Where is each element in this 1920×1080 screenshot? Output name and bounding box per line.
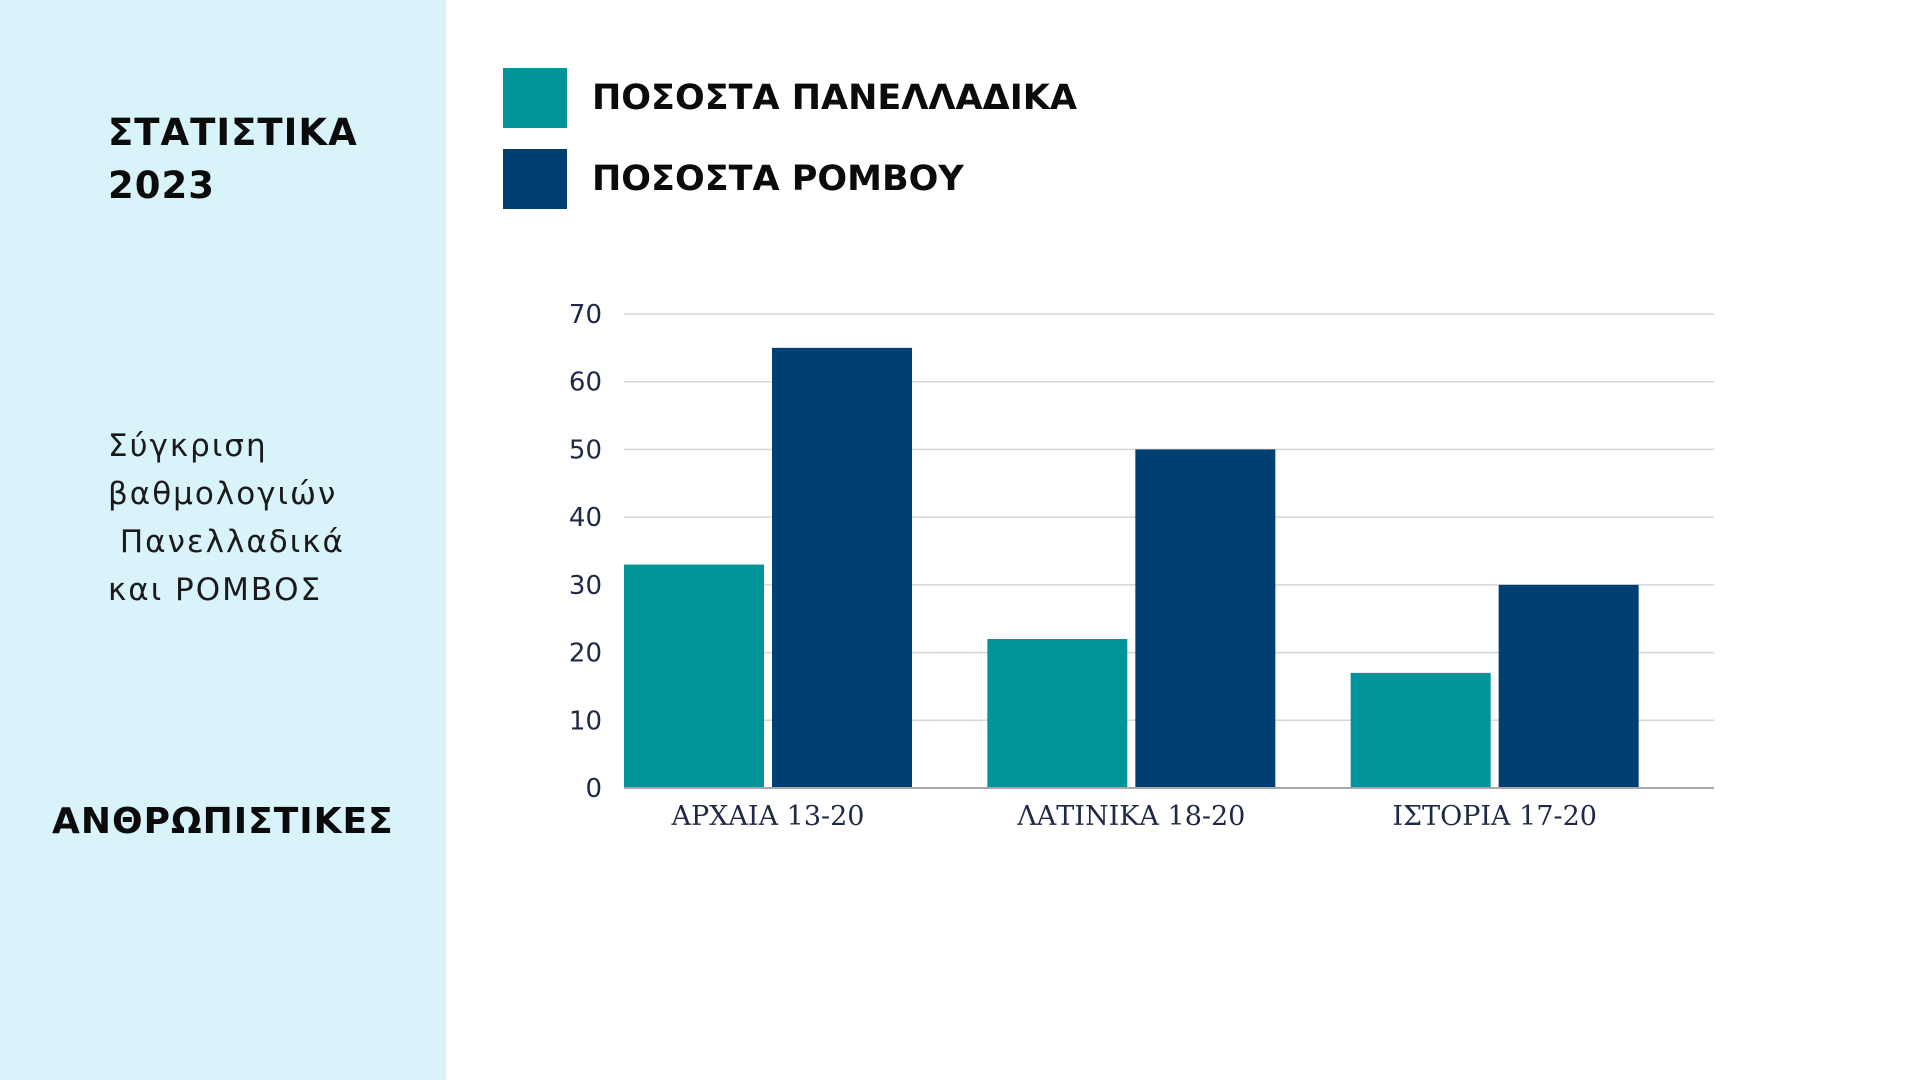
y-tick-label-10: 10 [569,706,602,736]
bar-romvou-0 [772,347,912,788]
bar-panelladika-0 [624,564,764,788]
y-tick-label-0: 0 [585,774,602,804]
bar-panelladika-2 [1350,672,1491,788]
sidebar-desc-line2: βαθμολογιών [108,476,338,512]
sidebar-title: ΣΤΑΤΙΣΤΙΚΑ 2023 [108,106,408,212]
y-tick-label-50: 50 [569,435,602,465]
legend-label-romvou: ΠΟΣΟΣΤΑ ΡΟΜΒΟΥ [592,159,964,199]
legend-item-panelladika: ΠΟΣΟΣΤΑ ΠΑΝΕΛΛΑΔΙΚΑ [503,68,1077,128]
x-category-label-0: ΑΡΧΑΙΑ 13-20 [671,801,865,832]
sidebar-footer-category: ΑΝΘΡΩΠΙΣΤΙΚΕΣ [52,801,394,842]
y-tick-label-20: 20 [569,639,602,669]
chart-labels: 0 10 20 30 40 50 60 70 ΑΡΧΑΙΑ 13-20 ΛΑΤΙΝΙΚΑ 18-2… [569,300,1597,832]
sidebar-desc-line3: Πανελλαδικά [108,524,345,560]
y-tick-label-60: 60 [569,368,602,398]
legend-item-romvou: ΠΟΣΟΣΤΑ ΡΟΜΒΟΥ [503,149,964,209]
y-tick-label-30: 30 [569,571,602,601]
x-category-label-2: ΙΣΤΟΡΙΑ 17-20 [1392,801,1597,832]
bar-romvou-2 [1498,584,1639,788]
y-tick-label-40: 40 [569,503,602,533]
x-category-label-1: ΛΑΤΙΝΙΚΑ 18-20 [1016,801,1245,832]
chart-bars [624,347,1639,788]
legend-swatch-romvou [503,149,567,209]
bar-panelladika-1 [987,639,1128,788]
legend-label-panelladika: ΠΟΣΟΣΤΑ ΠΑΝΕΛΛΑΔΙΚΑ [592,78,1077,118]
sidebar-desc-line4: και ΡΟΜΒΟΣ [108,572,323,608]
sidebar-desc-line1: Σύγκριση [108,428,268,464]
sidebar-panel: ΣΤΑΤΙΣΤΙΚΑ 2023 Σύγκριση βαθμολογιών Παν… [0,0,446,1080]
sidebar-title-line1: ΣΤΑΤΙΣΤΙΚΑ [108,111,358,154]
legend-swatch-panelladika [503,68,567,128]
bar-romvou-1 [1135,449,1276,788]
y-tick-label-70: 70 [569,300,602,330]
sidebar-description: Σύγκριση βαθμολογιών Πανελλαδικά και ΡΟΜ… [108,422,428,614]
sidebar-title-year: 2023 [108,164,215,207]
